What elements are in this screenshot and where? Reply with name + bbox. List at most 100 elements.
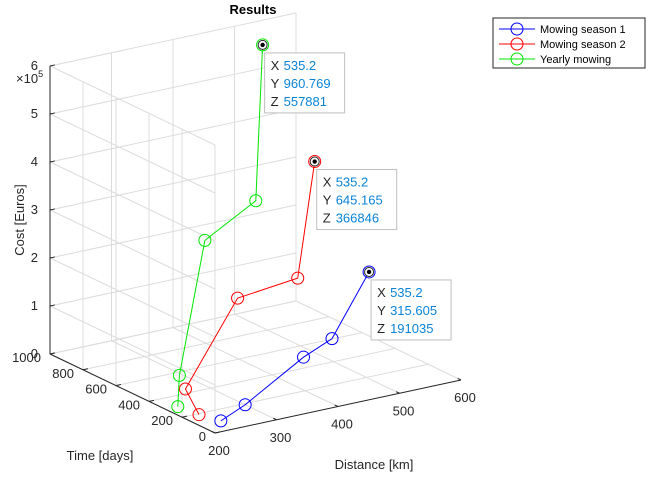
datatips[interactable]: X 535.2 Y 960.769 Z 557881 X 535.2 Y 645.165 Z 3668… [257,39,452,341]
y-tick-label: 200 [151,413,173,428]
y-axis-label: Time [days] [67,448,134,463]
z-tick-mark [49,160,56,163]
datatip-key: Z [271,94,279,109]
legend-entry: Mowing season 2 [540,39,626,51]
y-tick-mark [148,399,155,402]
x-tick-label: 200 [208,443,230,458]
datatip-anchor-dot [366,269,372,275]
legend-entry: Mowing season 1 [540,24,626,36]
series-marker [308,155,322,169]
gridline [82,316,330,371]
datatip-value-z: 366846 [336,211,379,226]
z-tick-label: 6 [31,58,38,73]
y-tick-label: 600 [85,382,107,397]
series-line [184,161,316,415]
series-line [177,44,264,407]
datatip-key: Y [377,303,386,318]
series-layer [171,38,376,428]
gridline [49,300,297,355]
x-axis-label: Distance [km] [335,457,414,472]
gridline [49,156,297,211]
gridline [49,209,216,290]
gridline [49,305,216,386]
gridline [115,332,363,387]
datatip-value-z: 191035 [390,321,433,336]
series-marker [171,400,185,414]
gridline [234,313,400,394]
legend-swatch-marker [510,37,524,51]
series-marker [297,350,310,364]
datatip-box [316,169,398,231]
y-tick-mark [82,368,89,371]
series-marker [192,408,206,422]
z-tick-label: 0 [31,346,38,361]
y-tick-mark [181,415,188,418]
gridline [181,363,429,418]
datatip-key: X [377,285,386,300]
series-marker [256,38,270,52]
datatip-anchor-dot [312,159,317,164]
z-tick-label: 5 [31,106,38,121]
gridline [49,252,297,307]
datatip-value-y: 645.165 [336,193,383,208]
z-tick-label: 4 [31,154,38,169]
series-marker [172,368,186,382]
series-marker [291,271,305,285]
grid [49,12,462,434]
gridline [49,113,216,194]
gridline [111,340,277,421]
z-tick-label: 3 [31,202,38,217]
gridline [148,347,396,402]
datatip-key: Z [377,321,385,336]
series-marker [214,414,228,428]
datatip-key: X [323,175,332,190]
x-tick-mark [395,391,400,394]
z-tick-label: 2 [31,250,38,265]
legend-swatch-marker [510,22,524,36]
legend[interactable]: Mowing season 1 Mowing season 2 Yearly mow… [492,17,646,69]
y-tick-mark [115,384,122,387]
gridline [49,204,297,259]
series-marker [249,194,263,208]
datatip-key: X [271,58,280,73]
legend-box [492,17,646,69]
datatip-value-z: 557881 [284,94,327,109]
legend-entry: Yearly mowing [540,54,611,66]
datatip-value-y: 315.605 [390,303,437,318]
datatip-key: Z [323,211,331,226]
datatip-key: Y [323,193,332,208]
gridline [49,65,216,146]
z-tick-mark [49,256,56,259]
x-tick-label: 300 [270,430,292,445]
legend-swatch-marker [510,52,524,66]
x-tick-label: 500 [393,403,415,418]
datatip-value-y: 960.769 [284,76,331,91]
series-marker [362,265,376,279]
y-tick-label: 400 [118,397,140,412]
x-tick-mark [334,404,339,407]
z-tick-label: 1 [31,298,38,313]
z-tick-mark [49,64,56,67]
gridline [49,161,216,242]
gridline [172,327,339,407]
y-axis-line [49,353,216,434]
series-line [220,271,370,422]
y-tick-label: 0 [199,429,206,444]
z-exponent: ×105 [16,69,43,86]
x-tick-label: 400 [331,417,353,432]
y-tick-mark [214,431,221,434]
z-tick-mark [49,304,56,307]
datatip-value-x: 535.2 [390,285,423,300]
datatip-value-x: 535.2 [284,58,317,73]
z-axis-label: Cost [Euros] [12,184,27,256]
series-marker [238,398,252,412]
datatip-value-x: 535.2 [336,175,369,190]
y-tick-label: 1000 [12,350,41,365]
series-marker [178,382,192,396]
gridline [295,300,462,381]
x-tick-mark [272,417,277,421]
x-tick-mark [457,377,462,381]
datatip-key: Y [271,76,280,91]
